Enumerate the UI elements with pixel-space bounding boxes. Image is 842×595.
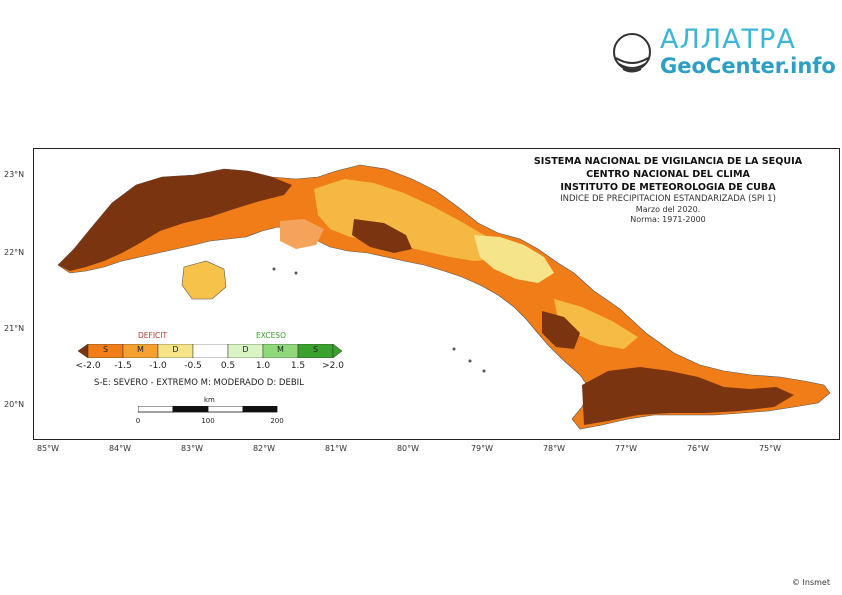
cay-dot <box>452 347 456 351</box>
legend-class-m-dry: M <box>137 345 144 354</box>
legend-deficit-label: DEFICIT <box>138 331 168 340</box>
legend-tick: 1.0 <box>255 361 271 371</box>
legend-exceso-label: EXCESO <box>256 331 286 340</box>
legend-arrow-right <box>332 344 342 358</box>
legend-tick: -0.5 <box>184 361 202 371</box>
east-severe-patch <box>542 311 580 349</box>
legend-class-d-dry: D <box>172 345 179 354</box>
scale-tick-200: 200 <box>270 417 284 425</box>
image-credit: © Insmet <box>792 578 830 587</box>
legend-note: S-E: SEVERO - EXTREMO M: MODERADO D: DEB… <box>94 378 304 388</box>
drought-map: SISTEMA NACIONAL DE VIGILANCIA DE LA SEQ… <box>33 148 840 440</box>
period-label: Marzo del 2020. <box>635 205 701 214</box>
lon-label-82: 82°W <box>252 444 276 453</box>
lat-label-21: 21°N <box>4 324 25 333</box>
logo-name: АЛЛАТРА <box>660 24 796 55</box>
legend-class-m-wet: M <box>277 345 284 354</box>
central-pale-region <box>474 235 554 283</box>
southeast-severe-region <box>582 367 794 425</box>
east-weak-region <box>554 299 638 349</box>
lon-label-85: 85°W <box>36 444 60 453</box>
legend-arrow-left <box>78 344 89 358</box>
globe-logo-icon <box>613 33 651 73</box>
lon-label-77: 77°W <box>614 444 638 453</box>
map-title-line-3: INSTITUTO DE METEOROLOGIA DE CUBA <box>560 182 776 193</box>
lon-label-79: 79°W <box>470 444 494 453</box>
legend-tick: <-2.0 <box>75 361 101 371</box>
logo-site[interactable]: GeoCenter.info <box>660 54 836 78</box>
central-severe-patch <box>352 219 412 253</box>
legend-tick: -1.5 <box>114 361 132 371</box>
cay-dot <box>294 271 298 275</box>
west-severe-region <box>58 169 292 271</box>
allatra-logo: АЛЛАТРА GeoCenter.info <box>612 24 836 82</box>
gulf-coast-region <box>280 219 324 249</box>
legend-class-s-dry: S <box>102 345 109 354</box>
scale-bar <box>138 406 278 413</box>
cay-dot <box>272 267 276 271</box>
index-title: INDICE DE PRECIPITACION ESTANDARIZADA (S… <box>560 194 776 204</box>
lon-label-81: 81°W <box>324 444 348 453</box>
map-title-block: SISTEMA NACIONAL DE VIGILANCIA DE LA SEQ… <box>503 155 833 225</box>
legend-tick: >2.0 <box>322 361 344 371</box>
lat-label-20: 20°N <box>4 400 25 409</box>
legend-tick: 0.5 <box>220 361 236 371</box>
lat-label-23: 23°N <box>4 170 25 179</box>
map-title-line-2: CENTRO NACIONAL DEL CLIMA <box>586 169 750 180</box>
lon-label-84: 84°W <box>108 444 132 453</box>
lat-label-22: 22°N <box>4 248 25 257</box>
lon-label-80: 80°W <box>396 444 420 453</box>
legend-swatch-normal <box>192 344 229 358</box>
legend-colorbar <box>78 344 342 358</box>
lon-label-75: 75°W <box>758 444 782 453</box>
scale-tick-100: 100 <box>201 417 215 425</box>
legend-tick: -1.0 <box>149 361 167 371</box>
lon-label-76: 76°W <box>686 444 710 453</box>
scale-tick-0: 0 <box>135 417 141 425</box>
cay-dot <box>482 369 486 373</box>
cay-dot <box>468 359 472 363</box>
central-weak-region <box>314 179 504 261</box>
scale-unit: km <box>204 396 215 404</box>
isla-juventud <box>181 260 227 300</box>
legend-class-d-wet: D <box>242 345 249 354</box>
map-title-line-1: SISTEMA NACIONAL DE VIGILANCIA DE LA SEQ… <box>533 156 803 167</box>
legend-class-s-wet: S <box>312 345 319 354</box>
legend-tick: 1.5 <box>290 361 306 371</box>
lon-label-83: 83°W <box>180 444 204 453</box>
norm-label: Norma: 1971-2000 <box>630 215 706 224</box>
cuba-spi-map <box>57 164 831 430</box>
lon-label-78: 78°W <box>542 444 566 453</box>
